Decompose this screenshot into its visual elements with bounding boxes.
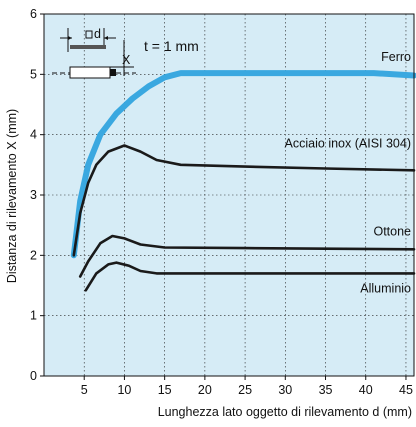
x-distance-label: X <box>122 53 131 67</box>
x-tick-labels: 5 10 15 20 25 30 35 40 45 <box>81 383 413 397</box>
x-tick-label: 15 <box>158 383 172 397</box>
series-label-3: Ottone <box>373 224 411 238</box>
series-label-4: Alluminio <box>360 281 411 295</box>
plot-frame <box>43 13 415 377</box>
series-line-3 <box>78 234 416 278</box>
x-tick-label: 35 <box>319 383 333 397</box>
series-line-2 <box>72 144 416 257</box>
sensor-head <box>110 69 116 76</box>
d-label: d <box>94 27 101 41</box>
series-lines <box>70 70 416 292</box>
target-plate <box>70 45 106 49</box>
y-tick-labels: 0 1 2 3 4 5 6 <box>30 7 37 383</box>
x-tick-label: 5 <box>81 383 88 397</box>
x-tick-label: 40 <box>359 383 373 397</box>
series-line-4 <box>84 261 416 292</box>
x-tick-label: 30 <box>278 383 292 397</box>
y-tick-label: 0 <box>30 369 37 383</box>
x-tick-label: 25 <box>238 383 252 397</box>
sensor-diagram: d X t = 1 mm <box>52 27 199 79</box>
target-square-icon <box>85 30 93 39</box>
y-tick-label: 3 <box>30 188 37 202</box>
y-axis-title: Distanza di rilevamento X (mm) <box>5 109 19 283</box>
sensor-body <box>69 66 111 79</box>
y-tick-label: 2 <box>30 248 37 262</box>
series-line-1 <box>70 70 416 259</box>
x-tick-label: 10 <box>117 383 131 397</box>
series-labels: Ferro Acciaio inox (AISI 304) Ottone Allumi… <box>285 50 411 295</box>
y-tick-label: 4 <box>30 128 37 142</box>
thickness-label: t = 1 mm <box>144 38 199 54</box>
x-tick-label: 20 <box>198 383 212 397</box>
y-tick-label: 6 <box>30 7 37 21</box>
x-axis-title: Lunghezza lato oggetto di rilevamento d … <box>158 405 412 419</box>
y-tick-label: 5 <box>30 67 37 81</box>
x-tick-label: 45 <box>399 383 413 397</box>
y-tick-label: 1 <box>30 309 37 323</box>
series-label-2: Acciaio inox (AISI 304) <box>285 136 411 150</box>
series-label-1: Ferro <box>381 50 411 64</box>
